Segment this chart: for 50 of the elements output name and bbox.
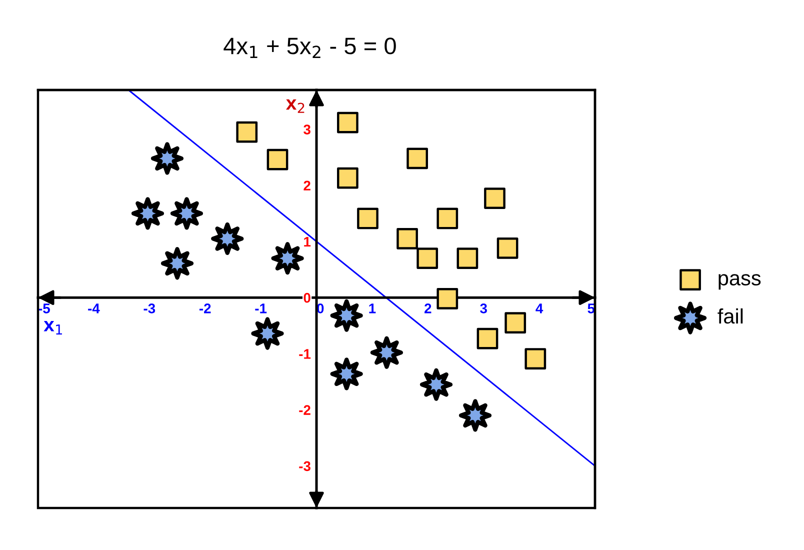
y-tick-label: 2 xyxy=(304,180,310,190)
y-tick-label: -1 xyxy=(299,349,311,359)
x-tick-label: 3 xyxy=(480,304,487,314)
x-tick-label: -3 xyxy=(144,304,156,314)
x-tick-label: 2 xyxy=(424,304,432,314)
point xyxy=(406,148,428,170)
point xyxy=(170,197,204,230)
y-tick-label: 3 xyxy=(304,124,310,134)
point xyxy=(271,242,304,275)
x-tick-label: -1 xyxy=(255,304,267,314)
point xyxy=(330,358,363,390)
point xyxy=(524,348,546,370)
point xyxy=(504,312,526,334)
point xyxy=(436,288,458,310)
chart-title: 4x$_{1}$ + 5x$_{2}$ - 5 = 0 xyxy=(224,38,396,58)
point xyxy=(236,121,258,143)
point xyxy=(266,148,288,170)
point xyxy=(456,248,478,270)
point xyxy=(458,399,492,432)
point xyxy=(484,188,506,209)
point xyxy=(337,167,358,189)
y-tick-label: -3 xyxy=(299,461,310,472)
x-tick-label: -5 xyxy=(38,304,50,314)
x-tick-label: 1 xyxy=(369,304,376,314)
point xyxy=(150,142,184,175)
point xyxy=(416,248,438,270)
point xyxy=(420,368,453,401)
point xyxy=(396,228,418,250)
point xyxy=(330,299,363,332)
x-axis-title: x$_{1}$ xyxy=(44,321,62,334)
x-tick-label: -2 xyxy=(199,304,211,314)
point xyxy=(370,336,403,369)
point xyxy=(131,197,164,230)
y-tick-label: -2 xyxy=(299,405,310,415)
legend-label: pass xyxy=(718,274,761,290)
point xyxy=(160,247,194,280)
point xyxy=(337,112,358,134)
point xyxy=(357,208,378,230)
point xyxy=(436,208,458,230)
y-axis-title: x$_{2}$ xyxy=(286,99,304,113)
x-tick-label: -4 xyxy=(88,304,100,314)
y-tick-label: 0 xyxy=(304,292,310,303)
point xyxy=(476,328,498,350)
x-tick-label: 4 xyxy=(536,304,544,314)
x-tick-label: 5 xyxy=(588,304,595,314)
legend-label: fail xyxy=(718,308,743,324)
y-tick-label: 1 xyxy=(304,236,311,247)
point xyxy=(251,317,284,350)
point xyxy=(496,238,518,259)
point xyxy=(211,222,244,255)
